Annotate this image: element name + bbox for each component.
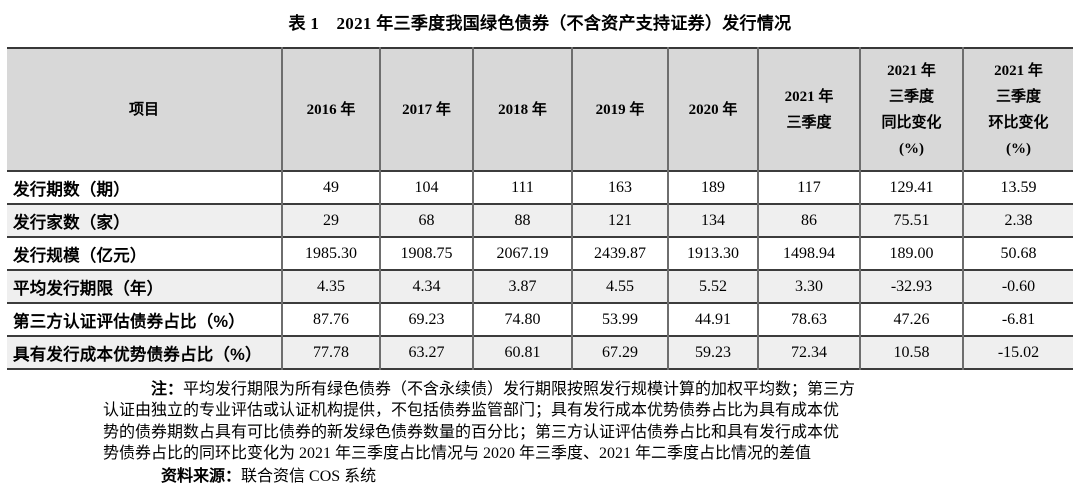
data-cell: 189.00: [859, 237, 963, 270]
data-cell: 29: [281, 204, 380, 237]
column-header-5: 2020 年: [667, 48, 758, 171]
data-cell: -32.93: [859, 270, 963, 303]
data-cell: 121: [571, 204, 668, 237]
data-cell: 134: [667, 204, 758, 237]
column-header-4: 2019 年: [571, 48, 668, 171]
data-cell: 88: [472, 204, 572, 237]
note-line: 认证由独立的专业评估或认证机构提供，不包括债券监管部门；具有发行成本优势债券占比…: [103, 402, 840, 420]
source-label: 资料来源：: [161, 467, 242, 485]
data-cell: 2067.19: [472, 237, 572, 270]
data-cell: -15.02: [962, 336, 1073, 369]
data-cell: 2439.87: [571, 237, 668, 270]
note-label: 注：: [151, 381, 184, 398]
data-cell: 86: [757, 204, 860, 237]
table-row-0: 发行期数（期） 49 104 111 163 189 117 129.41 13.59: [7, 171, 1073, 204]
data-cell: -6.81: [962, 303, 1073, 336]
table-note: 注：平均发行期限为所有绿色债券（不含永续债）发行期限按照发行规模计算的加权平均数…: [103, 379, 913, 487]
column-header-1: 2016 年: [281, 48, 380, 171]
table-row-5: 具有发行成本优势债券占比（%） 77.78 63.27 60.81 67.29 59.23…: [7, 336, 1073, 369]
data-cell: 13.59: [962, 171, 1073, 204]
data-cell: 4.34: [379, 270, 473, 303]
note-line: 注：平均发行期限为所有绿色债券（不含永续债）发行期限按照发行规模计算的加权平均数…: [103, 379, 913, 400]
data-cell: 68: [379, 204, 473, 237]
source-text: 联合资信 COS 系统: [241, 467, 377, 485]
data-cell: 49: [281, 171, 380, 204]
row-label: 平均发行期限（年）: [7, 270, 282, 303]
data-cell: 53.99: [571, 303, 668, 336]
data-cell: 4.55: [571, 270, 668, 303]
note-line: 势债券占比的同环比变化为 2021 年三季度占比情况与 2020 年三季度、20…: [103, 445, 812, 463]
source-line: 资料来源：联合资信 COS 系统: [103, 466, 913, 487]
row-label: 发行规模（亿元）: [13, 246, 147, 265]
data-cell: 72.34: [757, 336, 860, 369]
note-line: 势的债券期数占具有可比债券的新发绿色债券数量的百分比；第三方认证评估债券占比和具…: [103, 423, 840, 441]
data-cell: 104: [379, 171, 473, 204]
column-header-6: 2021 年 三季度: [757, 48, 860, 171]
column-header-7: 2021 年 三季度 同比变化 (%): [859, 48, 963, 171]
data-cell: 1985.30: [281, 237, 380, 270]
data-cell: 111: [472, 171, 572, 204]
data-cell: 163: [571, 171, 668, 204]
column-header-0: 项目: [7, 48, 282, 171]
data-cell: 1498.94: [757, 237, 860, 270]
row-label: 具有发行成本优势债券占比（%）: [7, 336, 282, 369]
table-row-4: 第三方认证评估债券占比（%） 87.76 69.23 74.80 53.99 44.91 7…: [7, 303, 1073, 336]
data-cell: 69.23: [379, 303, 473, 336]
table-row-3: 平均发行期限（年） 4.35 4.34 3.87 4.55 5.52 3.30 -32.93-…: [7, 270, 1073, 303]
data-cell: 59.23: [667, 336, 758, 369]
data-cell: 3.87: [472, 270, 572, 303]
data-cell: 4.35: [281, 270, 380, 303]
data-cell: 74.80: [472, 303, 572, 336]
green-bond-issuance-table: 项目 2016 年 2017 年 2018 年 2019 年 2020 年 2021 年 三…: [7, 47, 1073, 370]
data-cell: -0.60: [962, 270, 1073, 303]
table-title: 表 1 2021 年三季度我国绿色债券（不含资产支持证券）发行情况: [288, 14, 792, 33]
data-cell: 10.58: [859, 336, 963, 369]
row-label: 第三方认证评估债券占比（%）: [13, 312, 245, 331]
data-cell: 117: [757, 171, 860, 204]
data-cell: 44.91: [667, 303, 758, 336]
table-row-1: 发行家数（家） 29 68 88 121 134 86 75.51 2.38: [7, 204, 1073, 237]
row-label: 发行家数（家）: [7, 204, 282, 237]
data-cell: 129.41: [859, 171, 963, 204]
data-cell: 67.29: [571, 336, 668, 369]
row-label: 发行期数（期）: [13, 180, 130, 199]
data-cell: 1908.75: [379, 237, 473, 270]
column-header-3: 2018 年: [472, 48, 572, 171]
column-header-2: 2017 年: [379, 48, 473, 171]
data-cell: 50.68: [962, 237, 1073, 270]
note-text: 平均发行期限为所有绿色债券（不含永续债）发行期限按照发行规模计算的加权平均数；第…: [183, 381, 856, 398]
table-row-2: 发行规模（亿元） 1985.30 1908.75 2067.19 2439.87 1913…: [7, 237, 1073, 270]
data-cell: 87.76: [281, 303, 380, 336]
data-cell: 3.30: [757, 270, 860, 303]
data-cell: 63.27: [379, 336, 473, 369]
data-cell: 5.52: [667, 270, 758, 303]
data-cell: 77.78: [281, 336, 380, 369]
data-cell: 1913.30: [667, 237, 758, 270]
data-cell: 75.51: [859, 204, 963, 237]
data-cell: 2.38: [962, 204, 1073, 237]
data-cell: 189: [667, 171, 758, 204]
data-cell: 60.81: [472, 336, 572, 369]
data-cell: 78.63: [757, 303, 860, 336]
column-header-8: 2021 年 三季度 环比变化 (%): [962, 48, 1073, 171]
data-cell: 47.26: [859, 303, 963, 336]
header-row: 项目 2016 年 2017 年 2018 年 2019 年 2020 年 2021 年 三…: [7, 48, 1073, 171]
